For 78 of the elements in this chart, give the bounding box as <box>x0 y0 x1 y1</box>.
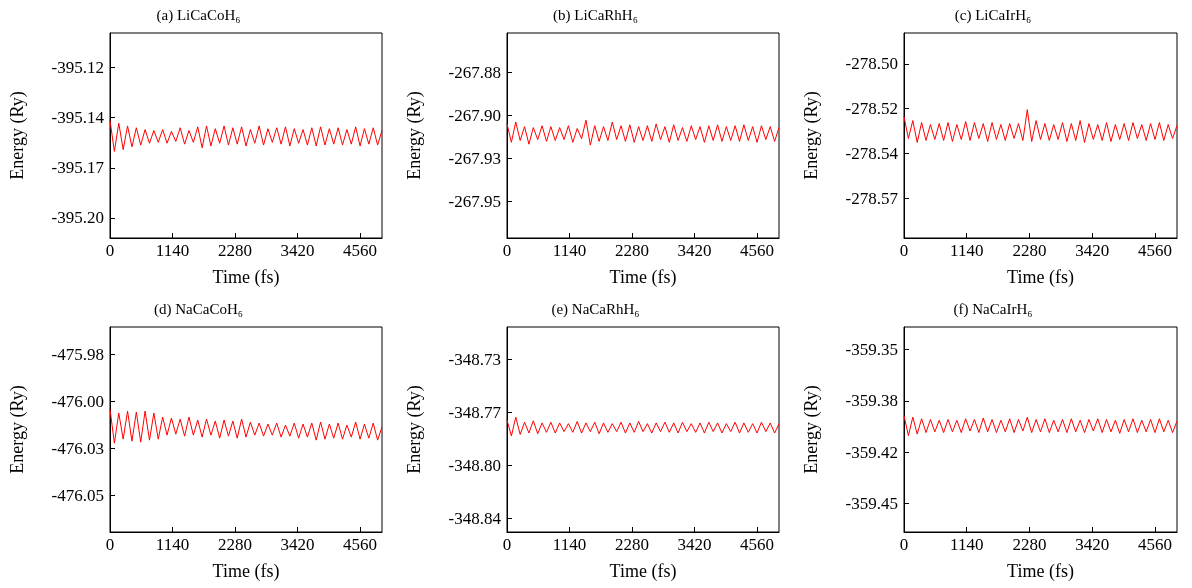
x-tick-label: 2280 <box>615 535 650 554</box>
x-tick-label: 1140 <box>950 535 984 554</box>
x-axis-title: Time (fs) <box>1007 267 1074 288</box>
x-tick-label: 4560 <box>740 241 775 260</box>
x-tick-label: 4560 <box>343 241 378 260</box>
y-tick-label: -475.98 <box>51 345 104 365</box>
y-tick-label: -359.45 <box>845 493 898 513</box>
y-tick-label: -395.12 <box>51 58 104 78</box>
x-tick-label: 2280 <box>615 241 650 260</box>
x-tick-label: 0 <box>502 535 512 554</box>
chart-title: (a) LiCaCoH₆ <box>156 6 241 24</box>
y-tick-label: -359.35 <box>845 340 898 360</box>
x-axis-title: Time (fs) <box>212 561 280 582</box>
x-tick-label: 1140 <box>950 241 984 260</box>
y-tick-label: -278.54 <box>845 143 899 163</box>
line-series <box>109 119 383 152</box>
y-tick-label: -267.90 <box>448 105 501 125</box>
x-tick-label: 0 <box>105 241 115 260</box>
x-tick-label: 4560 <box>740 535 775 554</box>
y-tick-label: -476.05 <box>51 485 104 505</box>
y-tick-label: -278.52 <box>845 99 898 119</box>
x-axis-title: Time (fs) <box>609 561 677 582</box>
x-tick-label: 0 <box>899 241 909 260</box>
x-axis-title: Time (fs) <box>609 267 677 288</box>
y-tick-label: -278.57 <box>845 188 899 208</box>
chart-title: (d) NaCaCoH₆ <box>154 300 243 318</box>
x-tick-label: 2280 <box>218 535 253 554</box>
chart-title: (f) NaCaIrH₆ <box>953 300 1033 318</box>
chart-title: (c) LiCaIrH₆ <box>954 6 1032 24</box>
y-tick-label: -348.73 <box>448 349 501 369</box>
y-tick-label: -395.14 <box>51 108 105 128</box>
x-tick-label: 0 <box>502 241 512 260</box>
x-tick-label: 4560 <box>343 535 378 554</box>
y-tick-label: -348.84 <box>448 508 502 528</box>
line-series <box>109 408 383 444</box>
y-tick-label: -359.42 <box>845 442 898 462</box>
y-axis-title: Energy (Ry) <box>404 91 425 180</box>
x-tick-label: 2280 <box>1012 535 1047 554</box>
y-tick-label: -359.38 <box>845 391 898 411</box>
y-tick-label: -267.88 <box>448 62 501 82</box>
y-tick-label: -476.03 <box>51 439 104 459</box>
line-series <box>506 119 780 146</box>
y-axis-title: Energy (Ry) <box>801 91 822 180</box>
x-tick-label: 1140 <box>552 535 587 554</box>
x-tick-label: 3420 <box>677 535 712 554</box>
x-tick-label: 3420 <box>280 535 315 554</box>
y-tick-label: -267.95 <box>448 191 501 211</box>
line-series <box>903 109 1178 143</box>
x-tick-label: 4560 <box>1137 241 1172 260</box>
x-tick-label: 4560 <box>1137 535 1172 554</box>
line-series <box>506 416 780 437</box>
x-tick-label: 1140 <box>155 535 190 554</box>
x-tick-label: 1140 <box>552 241 587 260</box>
y-tick-label: -395.20 <box>51 208 104 228</box>
x-tick-label: 0 <box>899 535 909 554</box>
y-tick-label: -476.00 <box>51 392 104 412</box>
chart-title: (b) LiCaRhH₆ <box>553 6 638 24</box>
y-axis-title: Energy (Ry) <box>7 91 28 180</box>
y-tick-label: -267.93 <box>448 148 501 168</box>
x-tick-label: 2280 <box>218 241 253 260</box>
x-tick-label: 0 <box>105 535 115 554</box>
x-tick-label: 1140 <box>155 241 190 260</box>
y-tick-label: -348.77 <box>448 402 502 422</box>
y-axis-title: Energy (Ry) <box>404 385 425 474</box>
x-axis-title: Time (fs) <box>1007 561 1074 582</box>
line-series <box>903 415 1178 437</box>
x-tick-label: 3420 <box>280 241 315 260</box>
y-axis-title: Energy (Ry) <box>801 385 822 474</box>
y-tick-label: -348.80 <box>448 455 501 475</box>
x-tick-label: 3420 <box>1075 241 1110 260</box>
x-tick-label: 3420 <box>1075 535 1110 554</box>
y-tick-label: -278.50 <box>845 54 898 74</box>
y-tick-label: -395.17 <box>51 158 105 178</box>
x-tick-label: 3420 <box>677 241 712 260</box>
x-axis-title: Time (fs) <box>212 267 280 288</box>
y-axis-title: Energy (Ry) <box>7 385 28 474</box>
x-tick-label: 2280 <box>1012 241 1047 260</box>
chart-title: (e) NaCaRhH₆ <box>551 300 640 318</box>
